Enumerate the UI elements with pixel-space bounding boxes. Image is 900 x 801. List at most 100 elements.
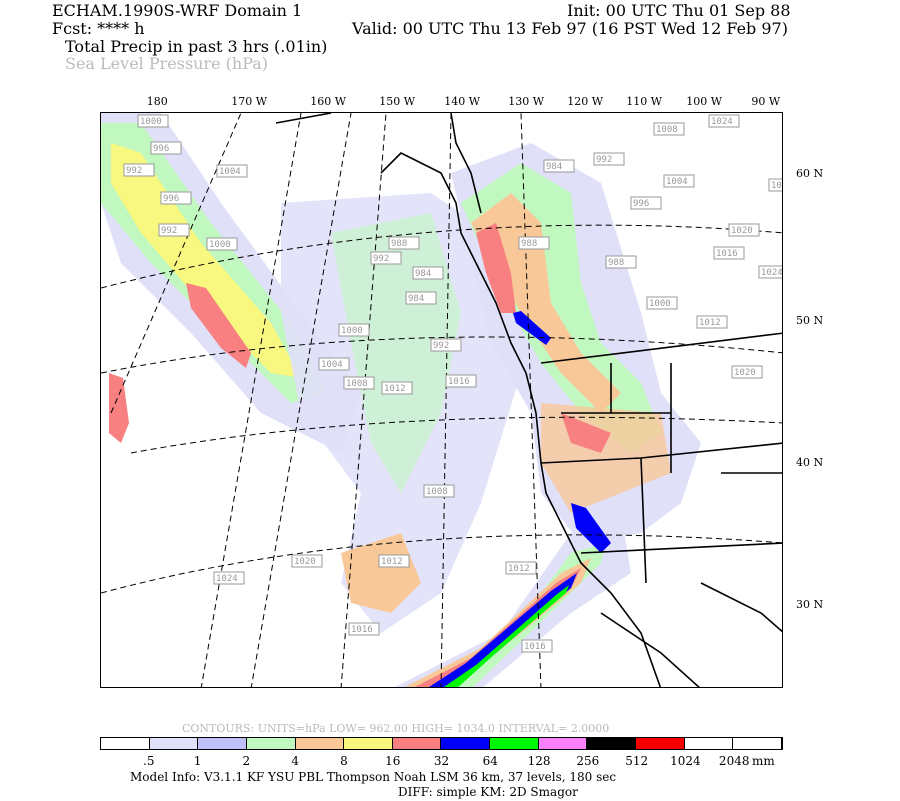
pressure-label: 1004 [321, 360, 343, 370]
longitude-label: 130 W [508, 95, 545, 108]
pressure-label-box [412, 266, 444, 280]
pressure-label-box [663, 174, 695, 188]
pressure-label-box [731, 365, 763, 379]
colorbar-swatch [344, 738, 393, 749]
graticule [101, 113, 782, 687]
pressure-label-box [423, 484, 455, 498]
pressure-label: 1008 [426, 487, 448, 497]
colorbar-swatch [198, 738, 247, 749]
colorbar-swatch [538, 738, 588, 749]
pressure-label-box [213, 571, 245, 585]
longitude-label: 90 W [751, 95, 781, 108]
precip-red [476, 223, 516, 313]
pressure-label: 988 [521, 239, 537, 249]
precip-blue [571, 503, 611, 553]
pressure-label: 1024 [216, 574, 238, 584]
colorbar-label: 256 [576, 754, 600, 768]
latitude-label: 60 N [796, 167, 824, 180]
longitude-label: 100 W [686, 95, 723, 108]
colorbar-label: 32 [433, 754, 450, 768]
weather-map: 1000 996 992 996 992 1000 1004 1008 1024 992 984 10… [100, 112, 783, 688]
pressure-label-box [158, 223, 190, 237]
pressure-label: 992 [126, 166, 142, 176]
precip-green [443, 585, 569, 687]
pressure-label-box [405, 291, 437, 305]
plot-title: ECHAM.1990S-WRF Domain 1 [52, 1, 303, 20]
pressure-label-box [160, 191, 192, 205]
colorbar-swatch [246, 738, 296, 749]
pressure-label: 996 [633, 199, 649, 209]
pressure-label-box [605, 255, 637, 269]
precip-red [561, 413, 611, 453]
pressure-label-box [696, 315, 728, 329]
pressure-label: 1008 [656, 125, 678, 135]
pressure-label: 996 [163, 194, 179, 204]
pressure-label-box [646, 296, 678, 310]
colorbar-swatch [733, 738, 782, 749]
pressure-label: 984 [408, 294, 424, 304]
pressure-label-box [713, 246, 745, 260]
colorbar-swatch [101, 738, 150, 749]
pressure-label-box [521, 639, 553, 653]
colorbar-label: 512 [625, 754, 649, 768]
colorbar-label: 1024 [670, 754, 701, 768]
pressure-label: 1020 [734, 368, 756, 378]
pressure-label-box [630, 196, 662, 210]
colorbar-label: .5 [143, 754, 155, 768]
pressure-label: 1012 [381, 557, 403, 567]
precip-red [186, 283, 251, 368]
pressure-label: 1020 [294, 557, 316, 567]
coastlines [275, 113, 782, 687]
longitude-label: 140 W [444, 95, 481, 108]
pressure-label: 1012 [699, 318, 721, 328]
pressure-label-box [381, 381, 413, 395]
pressure-label-box [216, 164, 248, 178]
pressure-label: 1012 [384, 384, 406, 394]
colorbar-swatch [295, 738, 345, 749]
longitude-label: 110 W [626, 95, 663, 108]
pressure-label-box [518, 236, 550, 250]
colorbar-label: 2048 [718, 754, 750, 768]
pressure-label-box [291, 554, 323, 568]
pressure-label: 992 [596, 155, 612, 165]
precip-orange [404, 558, 591, 687]
colorbar-swatch [636, 738, 685, 749]
pressure-label: 984 [415, 269, 431, 279]
pressure-label: 992 [373, 254, 389, 264]
pressure-label: 1020 [731, 226, 753, 236]
longitude-label: 170 W [231, 95, 268, 108]
precip-colorbar [100, 737, 783, 750]
pressure-label: 1004 [666, 177, 688, 187]
precip-blue [513, 311, 551, 345]
colorbar-swatch [392, 738, 442, 749]
pressure-label: 984 [546, 162, 562, 172]
pressure-label-box [430, 338, 462, 352]
longitude-label: 180 [146, 95, 168, 108]
latitude-label: 50 N [796, 314, 824, 327]
pressure-label-box [768, 178, 782, 192]
precip-red [414, 568, 581, 687]
pressure-labels: 1000996992996992100010041008102499298410… [123, 114, 783, 653]
pressure-label-box [708, 114, 740, 128]
pressure-label-box [343, 376, 375, 390]
pressure-label-box [758, 265, 782, 279]
colorbar-label: 64 [482, 754, 498, 768]
legend-unit: mm [752, 754, 775, 768]
pressure-label-box [543, 159, 575, 173]
pressure-label: 1004 [219, 167, 241, 177]
latitude-label: 30 N [796, 598, 824, 611]
colorbar-swatch [441, 738, 491, 749]
pressure-label-box [728, 223, 760, 237]
colorbar-label: 1 [193, 754, 202, 768]
pressure-label-box [338, 323, 370, 337]
pressure-label: 1000 [140, 117, 162, 127]
pressure-label-box [348, 622, 380, 636]
precip-red [109, 373, 129, 443]
forecast-hour: Fcst: **** h [52, 19, 145, 38]
model-info: Model Info: V3.1.1 KF YSU PBL Thompson N… [130, 770, 617, 784]
pressure-label: 988 [391, 239, 407, 249]
latitude-label: 40 N [796, 456, 824, 469]
pressure-label-box [388, 236, 420, 250]
pressure-label: 1016 [716, 249, 738, 259]
pressure-label: 1028 [771, 181, 783, 191]
